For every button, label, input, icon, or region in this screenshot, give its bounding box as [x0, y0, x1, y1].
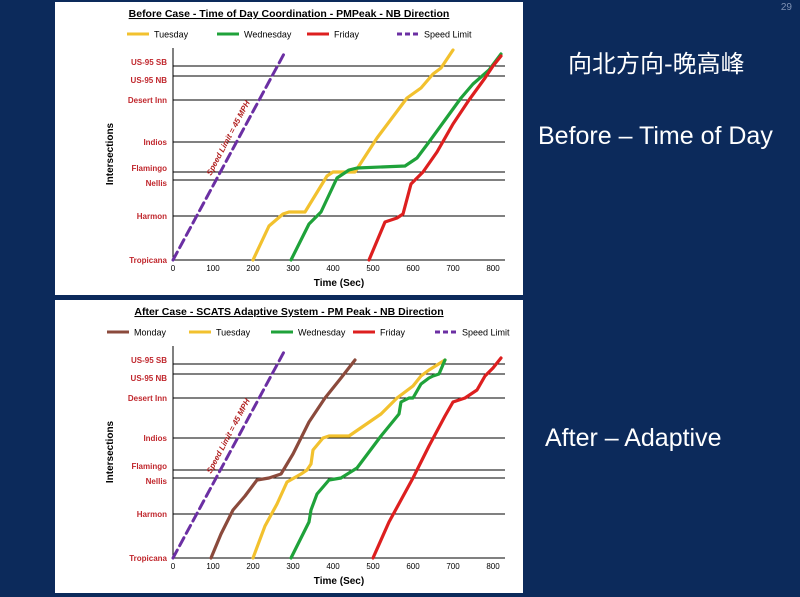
x-tick-label: 500 — [366, 264, 380, 273]
before-chart: Before Case - Time of Day Coordination -… — [105, 8, 505, 289]
x-tick-label: 700 — [446, 264, 460, 273]
intersection-label: Flamingo — [131, 462, 167, 471]
chart-title: After Case - SCATS Adaptive System - PM … — [134, 306, 443, 318]
series-line-friday — [371, 356, 503, 560]
x-tick-label: 100 — [206, 264, 220, 273]
legend-label-speed-limit: Speed Limit — [462, 328, 510, 338]
legend-label-friday: Friday — [380, 328, 406, 338]
slide-number: 29 — [780, 2, 792, 13]
legend-label-wednesday: Wednesday — [244, 30, 292, 40]
speed-limit-annotation: Speed Limit = 45 MPH — [205, 99, 252, 177]
x-tick-label: 600 — [406, 264, 420, 273]
intersection-label: Flamingo — [131, 164, 167, 173]
before-label: Before – Time of Day — [538, 122, 773, 150]
x-tick-label: 800 — [486, 562, 500, 571]
series-line-speed-limit — [171, 348, 287, 560]
series-line-monday — [209, 358, 357, 560]
legend-label-speed-limit: Speed Limit — [424, 30, 472, 40]
series-line-wednesday — [289, 358, 447, 560]
intersection-label: Desert Inn — [128, 394, 167, 403]
chart-title: Before Case - Time of Day Coordination -… — [129, 8, 450, 20]
speed-limit-annotation: Speed Limit = 45 MPH — [205, 397, 252, 475]
chinese-title: 向北方向-晚高峰 — [568, 50, 745, 78]
intersection-label: Desert Inn — [128, 96, 167, 105]
x-tick-label: 0 — [171, 264, 176, 273]
x-tick-label: 800 — [486, 264, 500, 273]
intersection-label: US-95 SB — [131, 58, 167, 67]
series-line-friday — [367, 54, 503, 262]
legend-label-friday: Friday — [334, 30, 360, 40]
y-axis-title: Intersections — [105, 122, 116, 185]
x-tick-label: 300 — [286, 562, 300, 571]
intersection-label: Nellis — [146, 179, 168, 188]
intersection-label: Indios — [143, 138, 167, 147]
x-tick-label: 400 — [326, 562, 340, 571]
legend-label-monday: Monday — [134, 328, 167, 338]
x-axis-title: Time (Sec) — [314, 278, 364, 289]
x-tick-label: 700 — [446, 562, 460, 571]
series-line-speed-limit — [171, 50, 287, 262]
x-tick-label: 100 — [206, 562, 220, 571]
series-line-tuesday — [251, 48, 455, 262]
x-tick-label: 200 — [246, 562, 260, 571]
before-chart-panel: Before Case - Time of Day Coordination -… — [55, 2, 523, 295]
intersection-label: Nellis — [146, 477, 168, 486]
intersection-label: US-95 NB — [131, 76, 168, 85]
intersection-label: US-95 SB — [131, 356, 167, 365]
intersection-label: Harmon — [137, 510, 167, 519]
after-chart-panel: After Case - SCATS Adaptive System - PM … — [55, 300, 523, 593]
x-tick-label: 0 — [171, 562, 176, 571]
intersection-label: Indios — [143, 434, 167, 443]
legend-label-wednesday: Wednesday — [298, 328, 346, 338]
x-tick-label: 200 — [246, 264, 260, 273]
after-chart: After Case - SCATS Adaptive System - PM … — [105, 306, 510, 587]
intersection-label: Harmon — [137, 212, 167, 221]
intersection-label: Tropicana — [129, 554, 167, 563]
legend-label-tuesday: Tuesday — [154, 30, 189, 40]
legend-label-tuesday: Tuesday — [216, 328, 251, 338]
y-axis-title: Intersections — [105, 420, 116, 483]
after-label: After – Adaptive — [545, 424, 722, 452]
series-line-wednesday — [289, 52, 503, 262]
x-tick-label: 600 — [406, 562, 420, 571]
intersection-label: US-95 NB — [131, 374, 168, 383]
x-tick-label: 400 — [326, 264, 340, 273]
intersection-label: Tropicana — [129, 256, 167, 265]
x-tick-label: 500 — [366, 562, 380, 571]
x-tick-label: 300 — [286, 264, 300, 273]
series-line-tuesday — [251, 358, 447, 560]
x-axis-title: Time (Sec) — [314, 576, 364, 587]
